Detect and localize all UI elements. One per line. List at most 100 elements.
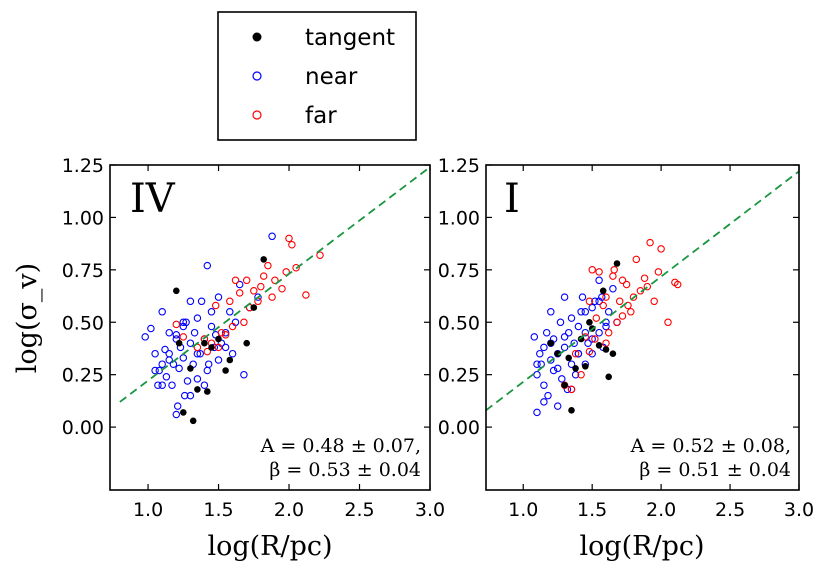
panel-iv-fit-amplitude: A = 0.48 ± 0.07, bbox=[260, 435, 421, 457]
point-far bbox=[632, 255, 641, 264]
point-far bbox=[657, 245, 665, 253]
point-far bbox=[588, 266, 596, 274]
panel-iv-xlabel: log(R/pc) bbox=[207, 531, 332, 562]
point-tangent bbox=[175, 339, 183, 347]
point-far bbox=[591, 335, 599, 343]
point-near bbox=[530, 333, 539, 341]
point-near bbox=[254, 293, 262, 301]
x-tick-label: 1.5 bbox=[577, 499, 607, 521]
point-far bbox=[242, 276, 251, 285]
point-far bbox=[595, 268, 603, 276]
point-far bbox=[235, 289, 244, 297]
point-near bbox=[175, 364, 183, 373]
point-far bbox=[268, 293, 276, 301]
point-far bbox=[259, 272, 268, 280]
point-near bbox=[602, 322, 610, 331]
y-tick-label: 0.75 bbox=[62, 260, 104, 282]
point-far bbox=[615, 297, 624, 306]
panel-i-fit-amplitude: A = 0.52 ± 0.08, bbox=[630, 435, 791, 457]
panel-i-xlabel: log(R/pc) bbox=[579, 531, 704, 562]
point-far bbox=[627, 308, 635, 316]
panel-i-ticks: 1.0 1.5 2.0 2.5 3.0 0.00 0.25 0.50 0.75 1.00 1.25 bbox=[438, 155, 814, 521]
point-near bbox=[591, 297, 599, 306]
point-tangent bbox=[226, 356, 234, 364]
point-near bbox=[207, 322, 216, 331]
point-far bbox=[226, 297, 234, 306]
point-far bbox=[231, 276, 240, 285]
point-tangent bbox=[173, 287, 180, 295]
point-near bbox=[560, 293, 569, 301]
legend-label-tangent: tangent bbox=[305, 25, 395, 51]
y-tick-label: 1.25 bbox=[438, 155, 480, 177]
point-near bbox=[547, 308, 555, 316]
point-near bbox=[151, 366, 159, 375]
y-tick-label: 1.00 bbox=[438, 207, 480, 229]
point-far bbox=[577, 370, 585, 379]
point-tangent bbox=[189, 417, 197, 425]
point-tangent bbox=[180, 409, 187, 416]
point-near bbox=[158, 308, 166, 316]
point-near bbox=[595, 328, 603, 337]
point-near bbox=[544, 391, 552, 400]
point-near bbox=[165, 328, 173, 337]
y-tick-label: 0.25 bbox=[438, 365, 480, 387]
point-near bbox=[186, 391, 195, 400]
point-near bbox=[172, 410, 181, 419]
point-far bbox=[654, 268, 663, 276]
point-near bbox=[172, 331, 181, 339]
x-tick-label: 2.0 bbox=[274, 499, 304, 521]
point-far bbox=[302, 291, 310, 299]
point-near bbox=[221, 328, 230, 337]
point-tangent bbox=[194, 386, 201, 393]
point-near bbox=[207, 308, 216, 316]
point-tangent bbox=[599, 287, 607, 295]
y-tick-label: 0.25 bbox=[62, 365, 104, 387]
point-tangent bbox=[201, 339, 208, 347]
point-tangent bbox=[605, 373, 612, 381]
panel-iv-points bbox=[141, 232, 324, 425]
point-near bbox=[168, 381, 176, 389]
x-tick-label: 3.0 bbox=[784, 499, 814, 521]
point-far bbox=[610, 266, 618, 274]
point-near bbox=[141, 333, 149, 341]
point-near bbox=[536, 349, 544, 358]
y-tick-label: 1.25 bbox=[62, 155, 104, 177]
panel-iv-ylabel: log(σ_v) bbox=[12, 263, 43, 373]
legend-box bbox=[217, 11, 417, 141]
point-near bbox=[154, 381, 162, 389]
point-near bbox=[203, 261, 212, 270]
point-tangent bbox=[572, 365, 579, 372]
y-tick-label: 0.50 bbox=[62, 312, 104, 334]
point-near bbox=[179, 354, 188, 362]
point-tangent bbox=[582, 363, 589, 370]
y-tick-label: 0.50 bbox=[438, 312, 480, 334]
point-far bbox=[217, 328, 226, 337]
point-near bbox=[581, 308, 590, 316]
point-far bbox=[618, 276, 627, 285]
point-near bbox=[578, 293, 587, 301]
point-near bbox=[556, 318, 565, 327]
x-tick-label: 2.0 bbox=[646, 499, 676, 521]
point-far bbox=[179, 333, 188, 341]
point-near bbox=[567, 314, 576, 322]
point-tangent bbox=[602, 346, 610, 353]
legend-label-far: far bbox=[305, 103, 337, 129]
panel-i-label: I bbox=[504, 176, 520, 222]
point-far bbox=[203, 347, 212, 356]
point-tangent bbox=[561, 381, 568, 389]
point-near bbox=[147, 324, 155, 333]
point-near bbox=[567, 360, 576, 368]
point-near bbox=[228, 349, 237, 358]
point-near bbox=[547, 356, 555, 364]
x-tick-label: 1.0 bbox=[508, 499, 538, 521]
point-near bbox=[577, 308, 585, 316]
point-near bbox=[558, 375, 566, 383]
point-near bbox=[564, 328, 573, 337]
point-far bbox=[288, 240, 296, 249]
y-tick-label: 1.00 bbox=[62, 207, 104, 229]
point-near bbox=[203, 366, 212, 375]
point-near bbox=[200, 381, 209, 389]
point-tangent bbox=[565, 354, 572, 362]
panel-iv-frame bbox=[109, 164, 431, 491]
legend-marker-far bbox=[252, 110, 262, 120]
